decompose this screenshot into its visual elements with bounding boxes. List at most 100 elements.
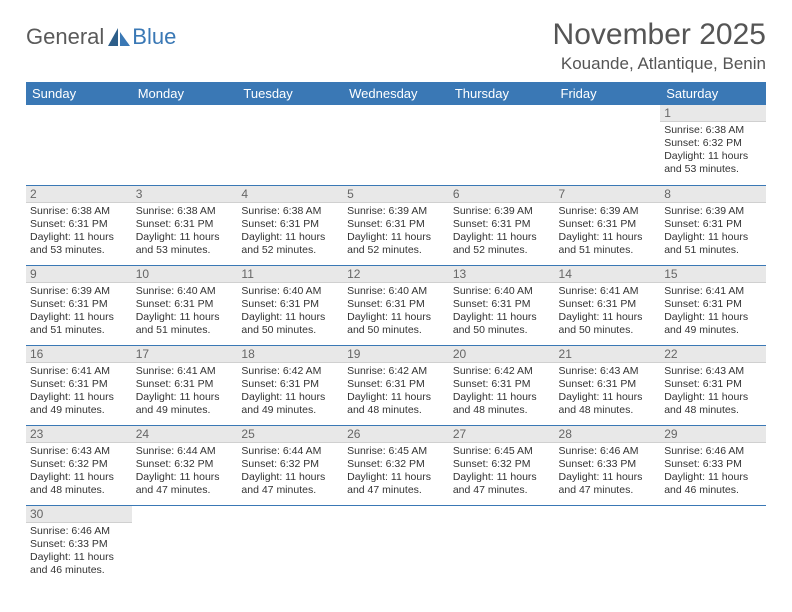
- sunset-text: Sunset: 6:32 PM: [453, 458, 551, 471]
- sunset-text: Sunset: 6:31 PM: [30, 378, 128, 391]
- day-body: Sunrise: 6:38 AMSunset: 6:31 PMDaylight:…: [237, 203, 343, 262]
- calendar-cell: 19Sunrise: 6:42 AMSunset: 6:31 PMDayligh…: [343, 345, 449, 425]
- day-body: Sunrise: 6:45 AMSunset: 6:32 PMDaylight:…: [343, 443, 449, 502]
- day-body: Sunrise: 6:40 AMSunset: 6:31 PMDaylight:…: [237, 283, 343, 342]
- header: General Blue November 2025 Kouande, Atla…: [26, 18, 766, 74]
- daylight-text: Daylight: 11 hours and 49 minutes.: [136, 391, 234, 417]
- day-number: 21: [555, 346, 661, 363]
- sunrise-text: Sunrise: 6:38 AM: [30, 205, 128, 218]
- daylight-text: Daylight: 11 hours and 49 minutes.: [241, 391, 339, 417]
- sunrise-text: Sunrise: 6:40 AM: [136, 285, 234, 298]
- day-number: 17: [132, 346, 238, 363]
- day-header: Friday: [555, 82, 661, 105]
- title-block: November 2025 Kouande, Atlantique, Benin: [553, 18, 766, 74]
- calendar-cell: [237, 105, 343, 185]
- day-body: Sunrise: 6:46 AMSunset: 6:33 PMDaylight:…: [26, 523, 132, 582]
- sunrise-text: Sunrise: 6:40 AM: [347, 285, 445, 298]
- day-body: Sunrise: 6:40 AMSunset: 6:31 PMDaylight:…: [132, 283, 238, 342]
- daylight-text: Daylight: 11 hours and 51 minutes.: [30, 311, 128, 337]
- day-body: Sunrise: 6:42 AMSunset: 6:31 PMDaylight:…: [449, 363, 555, 422]
- sunrise-text: Sunrise: 6:39 AM: [453, 205, 551, 218]
- calendar-cell: 30Sunrise: 6:46 AMSunset: 6:33 PMDayligh…: [26, 505, 132, 585]
- sunrise-text: Sunrise: 6:39 AM: [30, 285, 128, 298]
- sunset-text: Sunset: 6:31 PM: [664, 218, 762, 231]
- day-body: Sunrise: 6:43 AMSunset: 6:31 PMDaylight:…: [660, 363, 766, 422]
- calendar-cell: 24Sunrise: 6:44 AMSunset: 6:32 PMDayligh…: [132, 425, 238, 505]
- day-header: Thursday: [449, 82, 555, 105]
- sunset-text: Sunset: 6:31 PM: [453, 218, 551, 231]
- sunset-text: Sunset: 6:31 PM: [241, 378, 339, 391]
- sunrise-text: Sunrise: 6:39 AM: [347, 205, 445, 218]
- calendar-cell: 20Sunrise: 6:42 AMSunset: 6:31 PMDayligh…: [449, 345, 555, 425]
- sunrise-text: Sunrise: 6:39 AM: [559, 205, 657, 218]
- sunset-text: Sunset: 6:33 PM: [664, 458, 762, 471]
- day-number: 15: [660, 266, 766, 283]
- day-body: Sunrise: 6:39 AMSunset: 6:31 PMDaylight:…: [343, 203, 449, 262]
- sunrise-text: Sunrise: 6:46 AM: [30, 525, 128, 538]
- sunset-text: Sunset: 6:33 PM: [30, 538, 128, 551]
- calendar-cell: 18Sunrise: 6:42 AMSunset: 6:31 PMDayligh…: [237, 345, 343, 425]
- sunset-text: Sunset: 6:32 PM: [241, 458, 339, 471]
- day-header: Wednesday: [343, 82, 449, 105]
- sunset-text: Sunset: 6:31 PM: [347, 218, 445, 231]
- calendar-cell: [343, 505, 449, 585]
- day-body: Sunrise: 6:43 AMSunset: 6:31 PMDaylight:…: [555, 363, 661, 422]
- day-number: 19: [343, 346, 449, 363]
- day-body: Sunrise: 6:38 AMSunset: 6:31 PMDaylight:…: [132, 203, 238, 262]
- sunset-text: Sunset: 6:31 PM: [347, 298, 445, 311]
- sunset-text: Sunset: 6:31 PM: [241, 298, 339, 311]
- day-number: 24: [132, 426, 238, 443]
- sunset-text: Sunset: 6:32 PM: [664, 137, 762, 150]
- calendar-cell: 15Sunrise: 6:41 AMSunset: 6:31 PMDayligh…: [660, 265, 766, 345]
- day-number: 5: [343, 186, 449, 203]
- calendar-cell: 9Sunrise: 6:39 AMSunset: 6:31 PMDaylight…: [26, 265, 132, 345]
- daylight-text: Daylight: 11 hours and 50 minutes.: [453, 311, 551, 337]
- daylight-text: Daylight: 11 hours and 47 minutes.: [559, 471, 657, 497]
- day-number: 26: [343, 426, 449, 443]
- day-number: 8: [660, 186, 766, 203]
- calendar-head: SundayMondayTuesdayWednesdayThursdayFrid…: [26, 82, 766, 105]
- sunrise-text: Sunrise: 6:39 AM: [664, 205, 762, 218]
- day-number: 4: [237, 186, 343, 203]
- day-number: 29: [660, 426, 766, 443]
- daylight-text: Daylight: 11 hours and 52 minutes.: [347, 231, 445, 257]
- sunrise-text: Sunrise: 6:46 AM: [559, 445, 657, 458]
- sunset-text: Sunset: 6:31 PM: [453, 298, 551, 311]
- day-body: Sunrise: 6:38 AMSunset: 6:31 PMDaylight:…: [26, 203, 132, 262]
- sunrise-text: Sunrise: 6:38 AM: [136, 205, 234, 218]
- calendar-table: SundayMondayTuesdayWednesdayThursdayFrid…: [26, 82, 766, 585]
- sunrise-text: Sunrise: 6:41 AM: [559, 285, 657, 298]
- sunset-text: Sunset: 6:31 PM: [136, 218, 234, 231]
- calendar-cell: [555, 105, 661, 185]
- day-body: Sunrise: 6:43 AMSunset: 6:32 PMDaylight:…: [26, 443, 132, 502]
- day-number: 12: [343, 266, 449, 283]
- sunset-text: Sunset: 6:33 PM: [559, 458, 657, 471]
- sunset-text: Sunset: 6:32 PM: [347, 458, 445, 471]
- calendar-cell: 21Sunrise: 6:43 AMSunset: 6:31 PMDayligh…: [555, 345, 661, 425]
- day-number: 3: [132, 186, 238, 203]
- calendar-week: 30Sunrise: 6:46 AMSunset: 6:33 PMDayligh…: [26, 505, 766, 585]
- calendar-cell: [26, 105, 132, 185]
- daylight-text: Daylight: 11 hours and 46 minutes.: [664, 471, 762, 497]
- sunset-text: Sunset: 6:31 PM: [30, 298, 128, 311]
- sunrise-text: Sunrise: 6:43 AM: [30, 445, 128, 458]
- day-body: Sunrise: 6:42 AMSunset: 6:31 PMDaylight:…: [343, 363, 449, 422]
- day-body: Sunrise: 6:46 AMSunset: 6:33 PMDaylight:…: [555, 443, 661, 502]
- day-number: 10: [132, 266, 238, 283]
- day-body: Sunrise: 6:40 AMSunset: 6:31 PMDaylight:…: [449, 283, 555, 342]
- day-number: 6: [449, 186, 555, 203]
- day-header: Sunday: [26, 82, 132, 105]
- calendar-cell: [660, 505, 766, 585]
- calendar-cell: 7Sunrise: 6:39 AMSunset: 6:31 PMDaylight…: [555, 185, 661, 265]
- daylight-text: Daylight: 11 hours and 48 minutes.: [559, 391, 657, 417]
- sunset-text: Sunset: 6:31 PM: [30, 218, 128, 231]
- calendar-cell: [449, 505, 555, 585]
- daylight-text: Daylight: 11 hours and 46 minutes.: [30, 551, 128, 577]
- daylight-text: Daylight: 11 hours and 49 minutes.: [30, 391, 128, 417]
- sunrise-text: Sunrise: 6:40 AM: [241, 285, 339, 298]
- sunrise-text: Sunrise: 6:45 AM: [453, 445, 551, 458]
- sunset-text: Sunset: 6:31 PM: [664, 298, 762, 311]
- calendar-cell: 10Sunrise: 6:40 AMSunset: 6:31 PMDayligh…: [132, 265, 238, 345]
- calendar-week: 1Sunrise: 6:38 AMSunset: 6:32 PMDaylight…: [26, 105, 766, 185]
- day-body: Sunrise: 6:44 AMSunset: 6:32 PMDaylight:…: [237, 443, 343, 502]
